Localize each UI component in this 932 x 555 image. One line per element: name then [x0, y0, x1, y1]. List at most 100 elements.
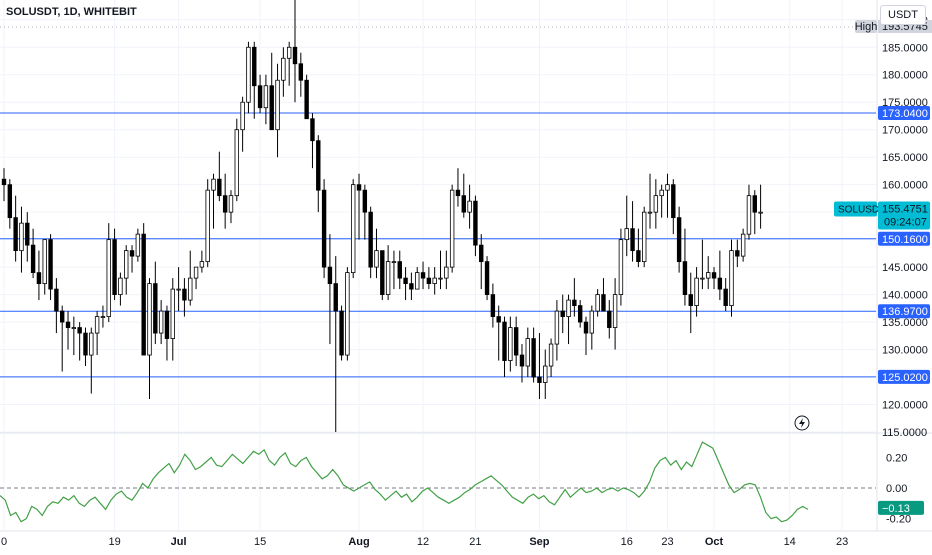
candle-body	[642, 211, 647, 263]
candle-body	[502, 321, 507, 361]
candle-body	[321, 189, 327, 268]
candle-body	[263, 85, 269, 109]
time-tick-label: 23	[661, 536, 673, 548]
price-tags: High 193.5745173.0400150.1600136.9700125.…	[794, 20, 932, 515]
time-tick-label: 0	[1, 536, 7, 548]
candle-body	[618, 239, 624, 295]
candle-body	[752, 195, 757, 213]
candle-body	[508, 327, 513, 361]
candle-body	[740, 233, 746, 257]
candle-body	[391, 261, 397, 264]
symbol-tag-bg	[834, 201, 877, 217]
candle-body	[397, 261, 402, 279]
candle-body	[595, 294, 600, 312]
candle-body	[729, 250, 734, 306]
candle-body	[36, 272, 42, 285]
candle-body	[316, 140, 321, 191]
candle-body	[281, 57, 286, 81]
candle-body	[659, 189, 664, 197]
currency-button[interactable]: USDT	[880, 5, 926, 25]
candle-body	[519, 354, 525, 367]
candle-body	[222, 195, 228, 213]
candle-body	[484, 261, 490, 295]
candle-body	[100, 316, 106, 318]
candle-body	[444, 266, 449, 279]
candle-body	[1, 178, 7, 186]
candle-body	[252, 46, 257, 87]
candle-body	[153, 283, 158, 334]
candle-body	[13, 217, 18, 252]
candle-body	[234, 129, 239, 197]
candle-body	[577, 305, 583, 323]
candle-body	[362, 189, 368, 213]
candle-body	[572, 299, 577, 306]
candle-body	[694, 277, 699, 306]
candle-body	[112, 239, 117, 295]
high-tag-bg	[855, 20, 877, 33]
candle-body	[607, 310, 612, 328]
candle-body	[415, 272, 420, 290]
candle-body	[566, 299, 571, 317]
candle-body	[164, 310, 170, 339]
candle-body	[700, 277, 705, 280]
candle-body	[420, 272, 426, 279]
candle-body	[83, 332, 88, 356]
candle-body	[124, 250, 129, 279]
candle-body	[723, 288, 728, 306]
time-tick-label: 14	[784, 536, 796, 548]
last-price-label: 155.4751	[882, 204, 928, 216]
candle-body	[217, 178, 222, 197]
level-tag-bg	[878, 369, 930, 384]
candle-body	[525, 338, 530, 367]
candle-body	[42, 239, 47, 285]
grid-layer	[0, 0, 876, 530]
time-tick-label: 12	[417, 536, 429, 548]
candle-body	[19, 222, 24, 252]
candle-body	[676, 217, 682, 263]
candle-body	[682, 261, 688, 295]
price-tick-label: 145.0000	[882, 262, 928, 274]
candle-body	[298, 63, 304, 81]
candle-body	[665, 184, 670, 191]
candle-body	[688, 294, 693, 306]
candle-body	[182, 288, 187, 301]
osc-tick-label: 0.20	[886, 452, 907, 464]
candle-body	[589, 310, 595, 334]
price-tick-label: 115.0000	[882, 427, 927, 439]
candle-body	[211, 178, 216, 191]
candle-body	[612, 294, 618, 328]
candle-body	[188, 277, 193, 301]
lightning-icon-bolt	[799, 418, 805, 428]
chart-title: SOLUSDT, 1D, WHITEBIT	[6, 6, 137, 18]
lightning-icon	[794, 415, 810, 431]
candle-body	[356, 184, 362, 191]
candle-body	[89, 332, 94, 356]
candle-body	[717, 277, 723, 290]
candle-body	[176, 288, 181, 291]
time-tick-label: 16	[621, 536, 633, 548]
candle-body	[455, 189, 461, 197]
osc-value-label: −0.13	[882, 503, 910, 515]
level-tag-label: 125.0200	[882, 372, 928, 384]
price-tick-label: 135.0000	[882, 317, 928, 329]
candle-body	[548, 343, 554, 367]
candle-body	[205, 189, 210, 263]
candle-body	[170, 288, 175, 339]
osc-tick-label: 0.00	[886, 483, 907, 495]
candle-body	[246, 46, 251, 103]
price-tick-label: 130.0000	[882, 345, 928, 357]
candle-body	[554, 310, 560, 345]
level-tag-label: 150.1600	[882, 234, 928, 246]
candle-body	[269, 85, 274, 131]
candle-body	[490, 294, 496, 317]
candle-body	[286, 46, 292, 59]
candle-body	[409, 283, 414, 290]
candle-body	[479, 244, 484, 263]
candles	[1, 0, 763, 432]
candle-body	[473, 200, 478, 246]
price-tick-label: 180.0000	[882, 70, 928, 82]
candle-body	[327, 266, 333, 285]
level-tag-bg	[878, 106, 930, 121]
candle-body	[199, 261, 205, 268]
